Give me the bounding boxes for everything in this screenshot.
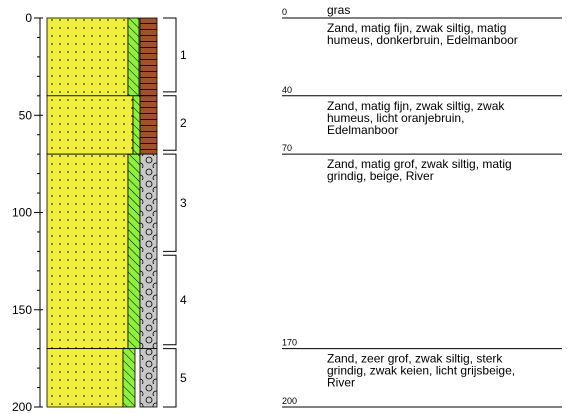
admixture-layer — [140, 18, 157, 96]
silt-layer — [128, 154, 140, 349]
depth-label: 200 — [282, 396, 297, 406]
tick-label: 0 — [25, 11, 32, 25]
depth-label: 170 — [282, 338, 297, 348]
depth-label: 0 — [282, 7, 287, 17]
sample-bracket — [163, 96, 176, 150]
borehole-log: 0501001502000Zand, matig fijn, zwak silt… — [0, 0, 567, 414]
layer-description: humeus, donkerbruin, Edelmanboor — [327, 33, 518, 47]
layer-description: grindig, zwak keien, licht grijsbeige, — [327, 364, 515, 378]
silt-layer — [123, 349, 135, 407]
sand-layer — [47, 96, 133, 154]
admixture-layer — [140, 154, 157, 349]
sample-bracket — [163, 349, 176, 407]
layer-description: Edelmanboor — [327, 123, 398, 137]
sample-bracket — [163, 154, 176, 251]
tick-label: 50 — [19, 108, 33, 122]
sample-label: 5 — [180, 371, 187, 385]
layer-description: River — [327, 376, 355, 390]
sample-label: 1 — [180, 48, 187, 62]
sand-layer — [47, 349, 123, 407]
silt-layer — [128, 18, 139, 96]
sample-label: 3 — [180, 196, 187, 210]
tick-label: 100 — [12, 206, 32, 220]
sample-label: 4 — [180, 293, 187, 307]
top-label: gras — [327, 3, 350, 17]
admixture-layer — [140, 96, 157, 154]
sand-layer — [47, 18, 128, 96]
tick-label: 150 — [12, 303, 32, 317]
layer-description: grindig, beige, River — [327, 169, 434, 183]
sand-layer — [47, 154, 128, 349]
silt-layer — [133, 96, 140, 154]
sample-bracket — [163, 18, 176, 92]
sample-label: 2 — [180, 116, 187, 130]
sample-bracket — [163, 255, 176, 344]
depth-label: 70 — [282, 143, 292, 153]
depth-label: 40 — [282, 85, 292, 95]
tick-label: 200 — [12, 400, 32, 414]
admixture-layer — [140, 349, 157, 407]
